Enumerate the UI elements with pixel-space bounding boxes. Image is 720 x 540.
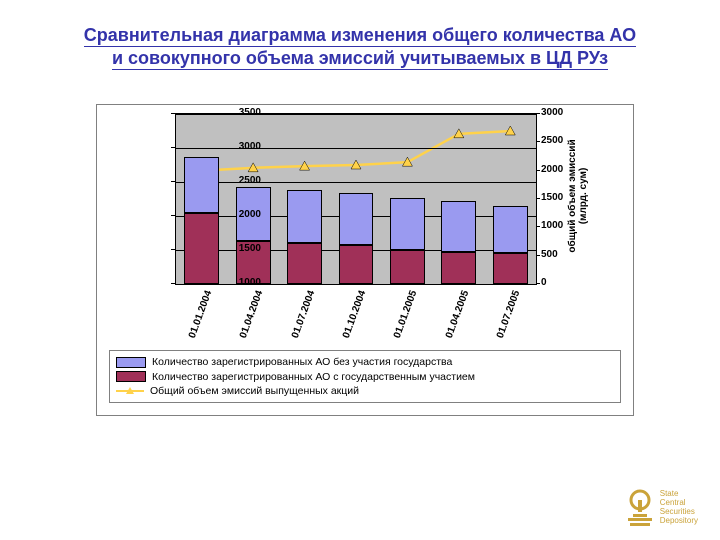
legend-swatch bbox=[116, 371, 146, 382]
y-left-tick: 2000 bbox=[221, 209, 261, 220]
legend-item: Количество зарегистрированных АО с госуд… bbox=[116, 370, 614, 384]
bar-segment-bottom bbox=[390, 250, 425, 284]
y-right-tick: 0 bbox=[541, 277, 581, 288]
y-right-tick: 1000 bbox=[541, 220, 581, 231]
footer-logo: StateCentral SecuritiesDepository bbox=[626, 488, 698, 528]
chart-legend: Количество зарегистрированных АО без уча… bbox=[109, 350, 621, 403]
bar-segment-top bbox=[287, 190, 322, 243]
legend-label: Количество зарегистрированных АО с госуд… bbox=[152, 370, 475, 384]
bar-segment-top bbox=[339, 193, 374, 245]
bar-group bbox=[339, 114, 374, 284]
bar-segment-top bbox=[390, 198, 425, 250]
chart-area: количество АО общий объем эмиссий(млрд. … bbox=[105, 113, 625, 407]
y-left-tick: 1000 bbox=[221, 277, 261, 288]
legend-label: Общий объем эмиссий выпущенных акций bbox=[150, 384, 359, 398]
bar-group bbox=[236, 114, 271, 284]
bar-segment-top bbox=[493, 206, 528, 254]
plot-area bbox=[175, 113, 537, 285]
y-left-tick: 1500 bbox=[221, 243, 261, 254]
slide-title: Сравнительная диаграмма изменения общего… bbox=[0, 24, 720, 69]
y-axis-left-label: количество АО bbox=[0, 277, 103, 289]
logo-text: StateCentral SecuritiesDepository bbox=[660, 490, 698, 525]
bar-segment-bottom bbox=[493, 253, 528, 284]
bar-group bbox=[287, 114, 322, 284]
y-left-tick: 2500 bbox=[221, 175, 261, 186]
legend-item: Количество зарегистрированных АО без уча… bbox=[116, 355, 614, 369]
bar-segment-top bbox=[441, 201, 476, 252]
legend-item: Общий объем эмиссий выпущенных акций bbox=[116, 384, 614, 398]
y-right-tick: 3000 bbox=[541, 107, 581, 118]
legend-label: Количество зарегистрированных АО без уча… bbox=[152, 355, 452, 369]
bar-segment-bottom bbox=[287, 243, 322, 284]
bar-group bbox=[441, 114, 476, 284]
logo-icon bbox=[626, 488, 654, 528]
bar-group bbox=[390, 114, 425, 284]
chart-frame: количество АО общий объем эмиссий(млрд. … bbox=[96, 104, 634, 416]
y-right-tick: 500 bbox=[541, 249, 581, 260]
bar-segment-bottom bbox=[441, 252, 476, 284]
bar-segment-top bbox=[184, 157, 219, 213]
bar-group bbox=[184, 114, 219, 284]
y-right-tick: 2500 bbox=[541, 135, 581, 146]
legend-swatch bbox=[116, 357, 146, 368]
bar-segment-bottom bbox=[184, 213, 219, 284]
y-left-tick: 3500 bbox=[221, 107, 261, 118]
y-right-tick: 1500 bbox=[541, 192, 581, 203]
bar-group bbox=[493, 114, 528, 284]
y-right-tick: 2000 bbox=[541, 164, 581, 175]
y-left-tick: 3000 bbox=[221, 141, 261, 152]
legend-swatch-line bbox=[116, 386, 144, 396]
bar-segment-bottom bbox=[339, 245, 374, 284]
